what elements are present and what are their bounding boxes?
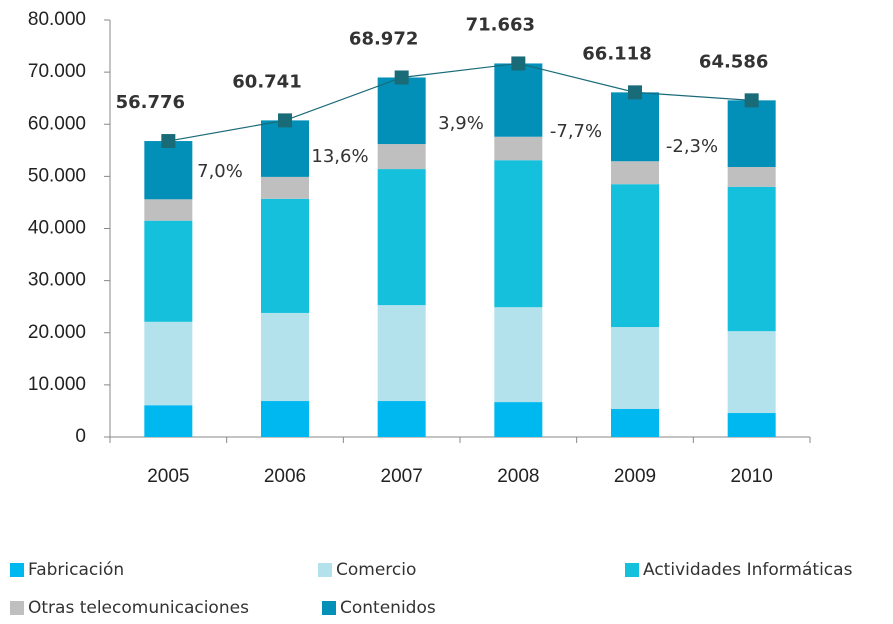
x-tick-label: 2009 [614,466,656,487]
bar-segment [494,160,543,308]
bar-segment [727,166,776,187]
annotation: 13,6% [311,146,368,167]
value-label: 71.663 [466,14,535,35]
bar-segment [261,401,309,437]
y-tick-label: 20.000 [28,322,86,343]
bar-segment [144,199,193,221]
x-tick-label: 2005 [147,466,189,487]
annotation: -2,3% [666,136,718,157]
y-tick-label: 30.000 [28,270,86,291]
bar-segment [144,321,193,406]
x-tick-label: 2010 [731,466,773,487]
legend-swatch [10,563,24,577]
bar-segment [261,312,309,402]
bar-segment [377,401,426,437]
total-marker [628,85,642,100]
legend-label: Actividades Informáticas [643,560,853,580]
legend-swatch [318,563,332,577]
y-tick-label: 80.000 [28,9,86,30]
legend-swatch [625,563,639,577]
bar-segment [494,307,543,403]
bar-segment [611,408,659,437]
legend-label: Comercio [336,560,416,580]
legend-label: Contenidos [340,598,436,618]
total-marker [161,134,176,149]
value-label: 66.118 [582,43,651,64]
bar-segment [611,92,659,162]
bar-segment [727,413,776,437]
bar-segment [727,100,776,167]
legend-label: Fabricación [28,560,124,580]
x-tick-label: 2008 [497,466,539,487]
bar-segment [377,305,426,402]
legend-swatch [10,601,24,615]
bar-segment [144,405,193,437]
bar-segment [144,220,193,322]
bar-segment [261,120,309,177]
total-line [168,62,752,142]
bar-segment [611,161,659,185]
y-tick-label: 60.000 [28,113,86,134]
bar-segment [377,144,426,170]
bar-segment [144,141,193,200]
bar-segment [727,186,776,332]
value-label: 68.972 [349,28,418,49]
value-label: 60.741 [232,71,301,92]
value-label: 56.776 [116,92,185,113]
bar-segment [494,63,543,137]
bar-segment [727,331,776,414]
annotation: -7,7% [550,121,602,142]
legend-swatch [322,601,336,615]
bar-segment [494,136,543,161]
total-marker [278,113,292,128]
y-tick-label: 50.000 [28,165,86,186]
bar-segment [494,402,543,437]
bar-segment [611,184,659,328]
annotation: 3,9% [438,113,484,134]
bar-segment [611,327,659,409]
legend-label: Otras telecomunicaciones [28,598,249,618]
y-tick-label: 70.000 [28,61,86,82]
value-label: 64.586 [699,51,768,72]
total-marker [744,93,759,108]
bar-segment [377,77,426,145]
x-tick-label: 2007 [381,466,423,487]
x-tick-label: 2006 [264,466,306,487]
total-marker [511,56,526,71]
y-tick-label: 40.000 [28,218,86,239]
y-tick-label: 0 [75,426,86,447]
bar-segment [261,176,309,199]
bar-segment [377,169,426,306]
y-tick-label: 10.000 [28,374,86,395]
bar-segment [261,198,309,313]
annotation: 7,0% [197,161,243,182]
total-marker [394,70,409,85]
